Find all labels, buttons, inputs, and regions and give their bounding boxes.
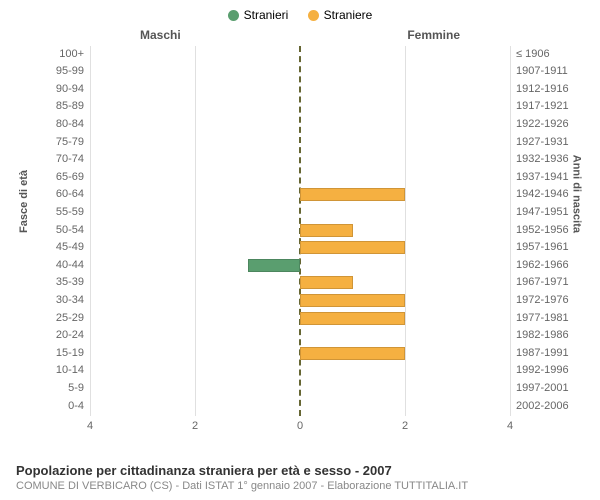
pyramid-row (90, 204, 510, 222)
pyramid-row (90, 222, 510, 240)
x-tick-label: 4 (87, 420, 93, 432)
y-label-birth: 1922-1926 (516, 116, 580, 134)
y-label-birth: 1947-1951 (516, 204, 580, 222)
y-label-age: 50-54 (20, 222, 84, 240)
y-label-birth: 1962-1966 (516, 257, 580, 275)
footer: Popolazione per cittadinanza straniera p… (16, 463, 584, 492)
x-tick-label: 0 (297, 420, 303, 432)
y-label-age: 15-19 (20, 345, 84, 363)
pyramid-row (90, 380, 510, 398)
bar-female (300, 188, 405, 201)
pyramid-row (90, 310, 510, 328)
y-label-age: 40-44 (20, 257, 84, 275)
bar-female (300, 347, 405, 360)
y-label-birth: 1907-1911 (516, 63, 580, 81)
pyramid-row (90, 63, 510, 81)
pyramid-row (90, 292, 510, 310)
bar-female (300, 276, 353, 289)
x-tick-label: 2 (402, 420, 408, 432)
legend-dot-female (308, 10, 319, 21)
pyramid-row (90, 151, 510, 169)
pyramid-row (90, 46, 510, 64)
chart-subtitle: COMUNE DI VERBICARO (CS) - Dati ISTAT 1°… (16, 480, 584, 492)
y-label-age: 45-49 (20, 239, 84, 257)
y-label-age: 90-94 (20, 81, 84, 99)
y-label-birth: 1932-1936 (516, 151, 580, 169)
chart-title: Popolazione per cittadinanza straniera p… (16, 463, 584, 478)
pyramid-row (90, 239, 510, 257)
pyramid-row (90, 327, 510, 345)
y-label-age: 30-34 (20, 292, 84, 310)
pyramid-row (90, 134, 510, 152)
y-label-age: 100+ (20, 46, 84, 64)
y-label-birth: 1972-1976 (516, 292, 580, 310)
y-label-age: 95-99 (20, 63, 84, 81)
y-label-age: 35-39 (20, 274, 84, 292)
pyramid-row (90, 186, 510, 204)
bar-male (248, 259, 301, 272)
pyramid-row (90, 274, 510, 292)
column-header-male: Maschi (140, 28, 181, 42)
y-label-birth: 1912-1916 (516, 81, 580, 99)
legend: Stranieri Straniere (0, 0, 600, 28)
y-label-age: 55-59 (20, 204, 84, 222)
column-header-female: Femmine (407, 28, 460, 42)
y-label-birth: 1942-1946 (516, 186, 580, 204)
plot-area (90, 46, 510, 416)
y-label-birth: 1927-1931 (516, 134, 580, 152)
y-label-age: 20-24 (20, 327, 84, 345)
bar-female (300, 224, 353, 237)
x-tick-label: 2 (192, 420, 198, 432)
y-label-birth: 1997-2001 (516, 380, 580, 398)
pyramid-row (90, 398, 510, 416)
grid-line (510, 46, 511, 416)
y-label-birth: 1952-1956 (516, 222, 580, 240)
bar-female (300, 241, 405, 254)
legend-item-female: Straniere (308, 8, 373, 22)
legend-dot-male (228, 10, 239, 21)
y-label-age: 80-84 (20, 116, 84, 134)
y-label-age: 10-14 (20, 362, 84, 380)
y-label-birth: 1977-1981 (516, 310, 580, 328)
pyramid-row (90, 257, 510, 275)
y-label-age: 85-89 (20, 98, 84, 116)
legend-label-male: Stranieri (244, 8, 289, 22)
y-label-birth: 1967-1971 (516, 274, 580, 292)
legend-label-female: Straniere (324, 8, 373, 22)
legend-item-male: Stranieri (228, 8, 289, 22)
y-label-birth: 1992-1996 (516, 362, 580, 380)
y-label-age: 0-4 (20, 398, 84, 416)
y-label-age: 25-29 (20, 310, 84, 328)
pyramid-row (90, 345, 510, 363)
y-label-age: 65-69 (20, 169, 84, 187)
pyramid-row (90, 116, 510, 134)
y-label-birth: ≤ 1906 (516, 46, 580, 64)
bar-female (300, 294, 405, 307)
y-label-birth: 2002-2006 (516, 398, 580, 416)
pyramid-row (90, 169, 510, 187)
y-label-age: 70-74 (20, 151, 84, 169)
y-label-age: 5-9 (20, 380, 84, 398)
bar-female (300, 312, 405, 325)
y-label-birth: 1957-1961 (516, 239, 580, 257)
pyramid-row (90, 98, 510, 116)
pyramid-row (90, 81, 510, 99)
y-label-birth: 1987-1991 (516, 345, 580, 363)
chart-area: Maschi Femmine Fasce di età Anni di nasc… (20, 28, 580, 438)
y-label-birth: 1917-1921 (516, 98, 580, 116)
y-label-age: 75-79 (20, 134, 84, 152)
y-label-birth: 1982-1986 (516, 327, 580, 345)
y-label-birth: 1937-1941 (516, 169, 580, 187)
pyramid-row (90, 362, 510, 380)
y-label-age: 60-64 (20, 186, 84, 204)
x-tick-label: 4 (507, 420, 513, 432)
